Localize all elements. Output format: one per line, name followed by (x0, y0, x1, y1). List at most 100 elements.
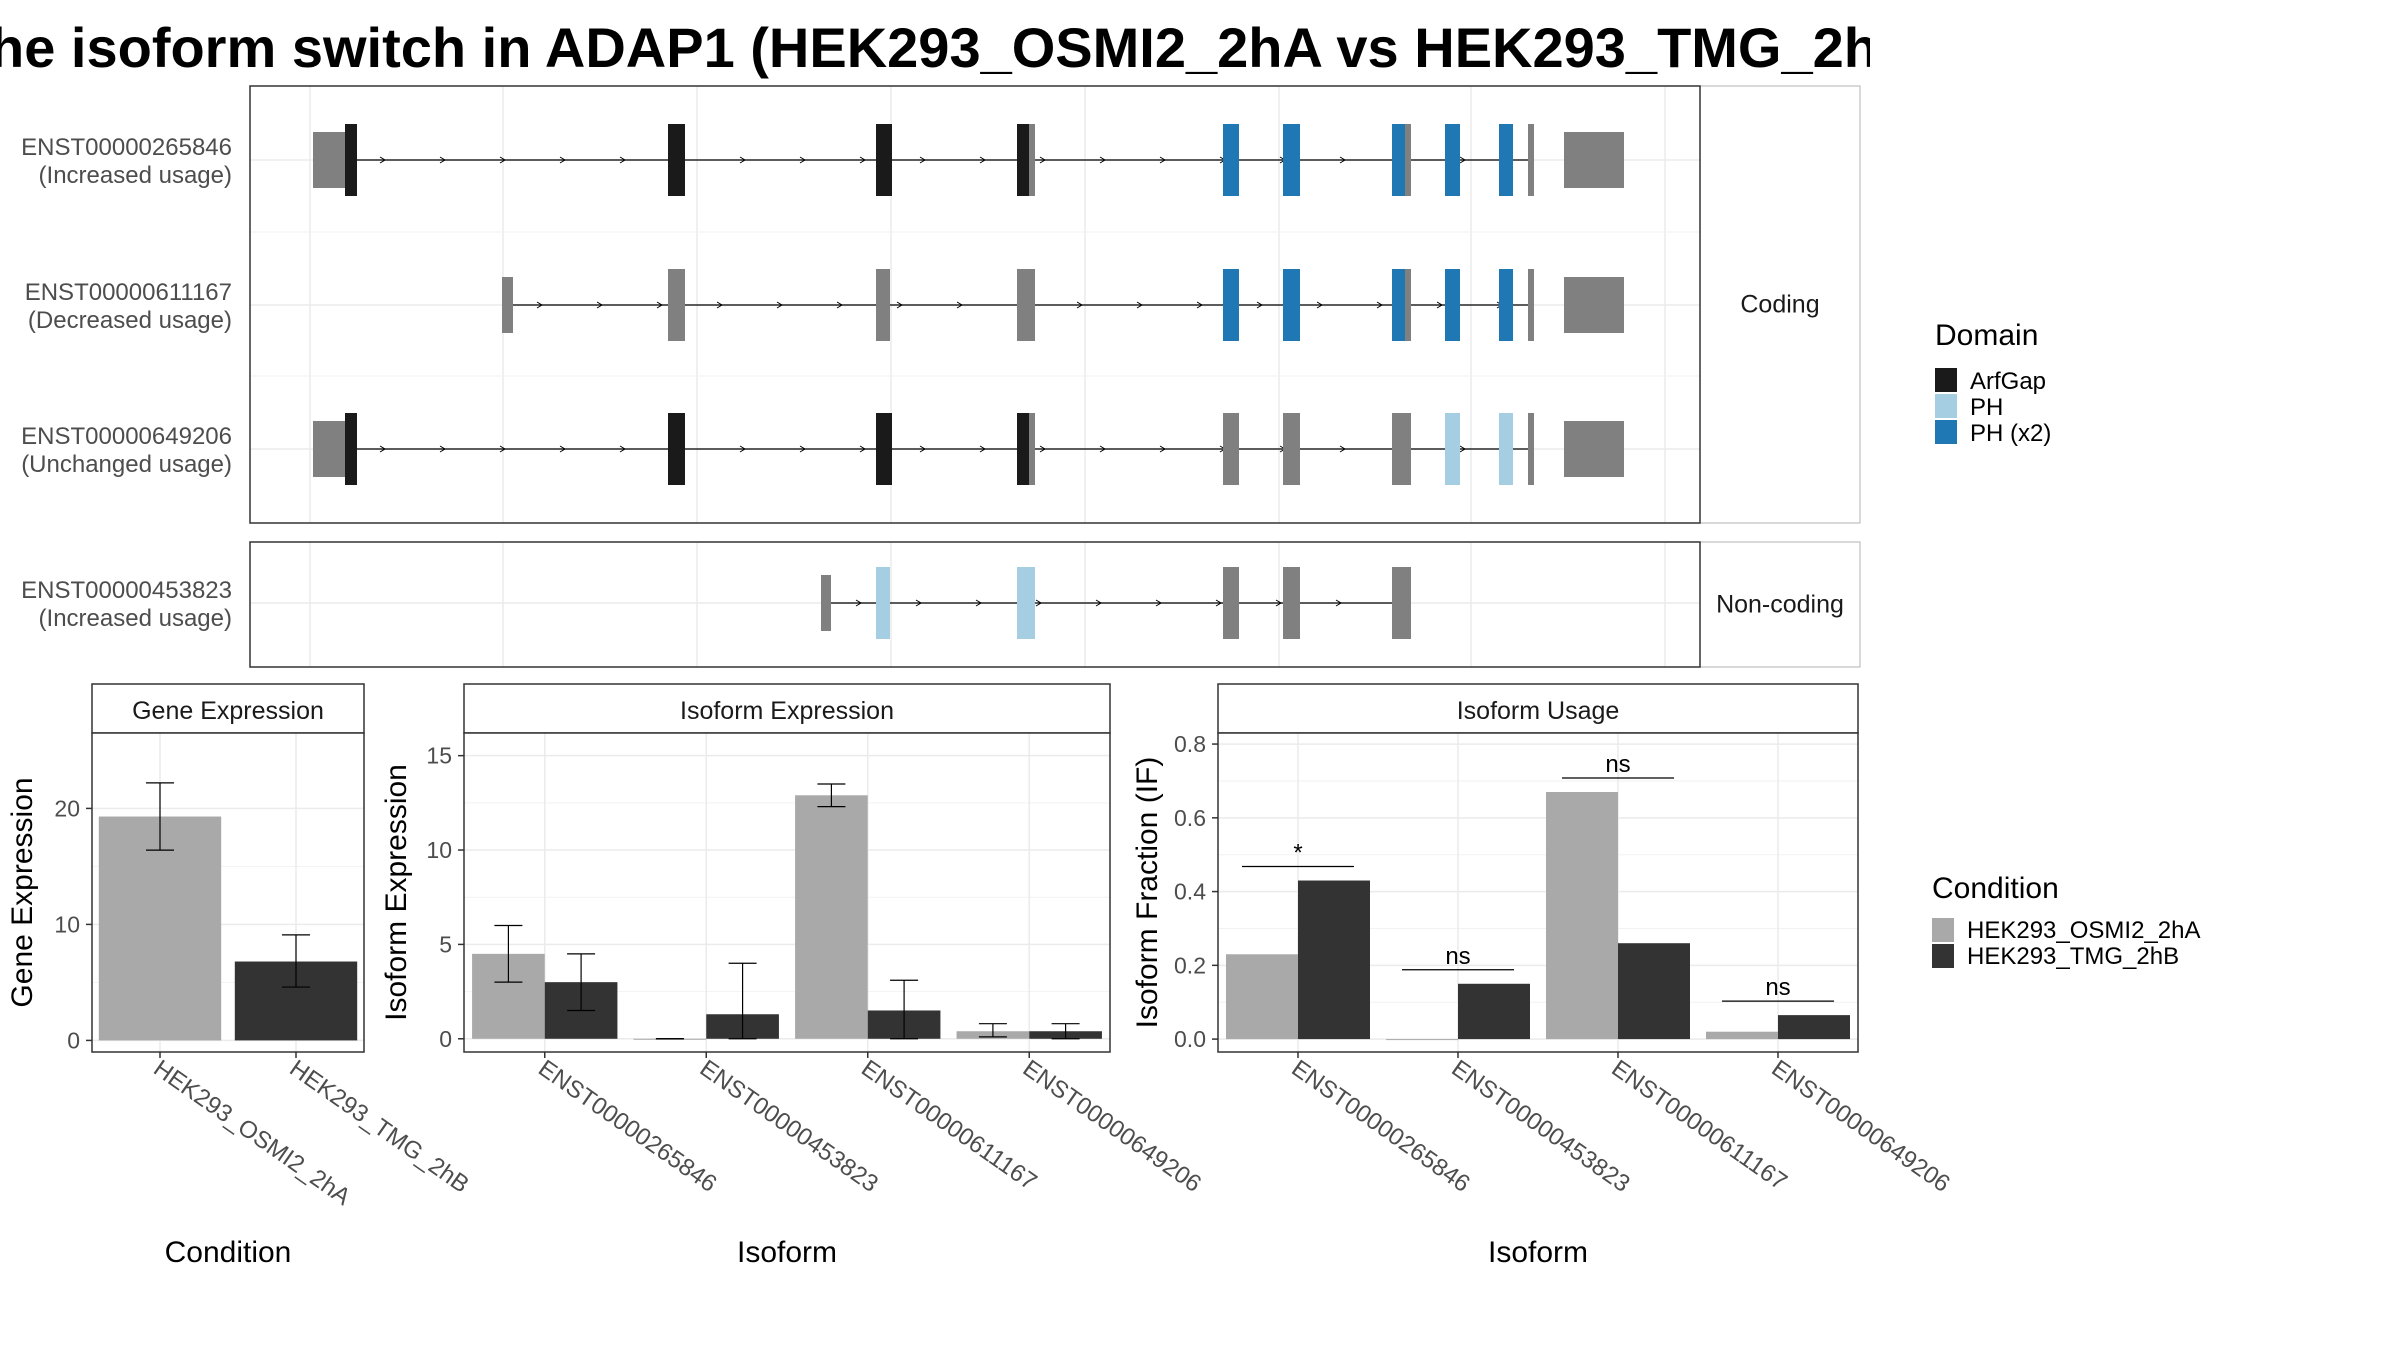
chart-strip (1217, 683, 1859, 734)
strand-arrow (379, 445, 386, 453)
transcript-row: ENST00000611167(Decreased usage) (25, 269, 1624, 341)
domain-block (1017, 567, 1035, 639)
chart-3: Isoform Usage * ns ns ns 0.0 0.2 0.4 0.6 0.8 ENST0… (1131, 683, 1955, 1269)
strand-arrow (596, 301, 603, 309)
exon-block (1528, 413, 1534, 485)
transcript-usage-label: (Unchanged usage) (21, 451, 232, 478)
strand-arrow (799, 156, 806, 164)
strand-arrow (739, 445, 746, 453)
y-tick-label: 10 (54, 911, 80, 937)
domain-block (668, 413, 685, 485)
strand-arrow (855, 599, 862, 607)
y-tick-label: 0 (439, 1026, 452, 1052)
strand-arrow (1215, 599, 1222, 607)
transcript-label: ENST00000453823 (21, 577, 232, 604)
structure-panel-2: Non-coding ENST00000453823(Increased usag… (21, 541, 1861, 668)
x-axis-title: Isoform (737, 1236, 837, 1269)
domain-block (345, 413, 357, 485)
exon-block (668, 269, 685, 341)
y-tick-label: 10 (426, 837, 452, 863)
y-tick-label: 15 (426, 743, 452, 769)
strand-arrow (1335, 599, 1342, 607)
strand-arrow (975, 599, 982, 607)
strand-arrow (739, 156, 746, 164)
significance-label: ns (1605, 751, 1630, 778)
y-tick-label: 0.4 (1174, 879, 1206, 905)
exon-block (1029, 413, 1035, 485)
strand-arrow (716, 301, 723, 309)
strand-arrow (619, 156, 626, 164)
strand-arrow (1256, 301, 1263, 309)
domain-block (1223, 269, 1239, 341)
domain-block (876, 413, 892, 485)
significance-label: ns (1765, 974, 1790, 1001)
legend-key-ph-x2- (1935, 420, 1957, 444)
exon-block (1283, 413, 1300, 485)
exon-block (876, 269, 890, 341)
transcript-row: ENST00000453823(Increased usage) (21, 567, 1411, 639)
exon-block (1405, 269, 1411, 341)
legend-label: PH (1970, 394, 2003, 421)
y-axis-title: Gene Expression (6, 777, 39, 1007)
legend-key-ph (1935, 394, 1957, 418)
utr-block (1564, 277, 1624, 333)
chart-title: Isoform Usage (1457, 697, 1620, 725)
strand-arrow (1159, 445, 1166, 453)
strand-arrow (499, 156, 506, 164)
strand-arrow (776, 301, 783, 309)
domain-block (1499, 124, 1513, 196)
strand-arrow (919, 445, 926, 453)
strand-arrow (1376, 301, 1383, 309)
transcript-label: ENST00000611167 (25, 279, 232, 306)
bar (795, 795, 868, 1039)
strand-arrow (1339, 156, 1346, 164)
domain-block (1283, 124, 1300, 196)
strand-arrow (1316, 301, 1323, 309)
strand-arrow (439, 156, 446, 164)
strand-arrow (499, 445, 506, 453)
strand-arrow (1076, 301, 1083, 309)
strand-arrow (896, 301, 903, 309)
bar (1458, 983, 1530, 1040)
domain-block (1445, 269, 1460, 341)
domain-block (1283, 269, 1300, 341)
strand-arrow (1136, 301, 1143, 309)
bar (1226, 954, 1298, 1040)
domain-legend-title: Domain (1935, 319, 2038, 352)
transcript-usage-label: (Decreased usage) (28, 307, 232, 334)
domain-block (1445, 413, 1460, 485)
strand-arrow (919, 156, 926, 164)
plot-border (463, 732, 1111, 1053)
domain-block (1499, 413, 1513, 485)
legend-label: HEK293_TMG_2hB (1967, 943, 2179, 970)
strand-arrow (1339, 445, 1346, 453)
legend-key-condition (1932, 944, 1954, 968)
x-tick-label: ENST00000649206 (1018, 1055, 1206, 1198)
strand-arrow (1035, 599, 1042, 607)
y-tick-label: 5 (439, 931, 452, 957)
strand-arrow (536, 301, 543, 309)
utr-block (1564, 421, 1624, 477)
legend-label: PH (x2) (1970, 420, 2051, 447)
exon-block (1392, 413, 1411, 485)
plot-border (91, 732, 365, 1053)
transcript-label: ENST00000265846 (21, 134, 232, 161)
domain-block (668, 124, 685, 196)
strand-arrow (836, 301, 843, 309)
facet-strip (1699, 85, 1861, 524)
bar (1386, 1039, 1458, 1041)
domain-block (1223, 124, 1239, 196)
y-axis-title: Isoform Expression (380, 764, 413, 1021)
strand-arrow (859, 156, 866, 164)
expression-charts: Gene Expression01020HEK293_OSMI2_2hAHEK2… (6, 683, 1955, 1269)
domain-block (1445, 124, 1460, 196)
exon-block (1392, 567, 1411, 639)
transcript-row: ENST00000265846(Increased usage) (21, 124, 1624, 196)
figure-title: he isoform switch in ADAP1 (HEK293_OSMI2… (0, 16, 1870, 79)
y-tick-label: 0 (67, 1027, 80, 1053)
strand-arrow (1099, 156, 1106, 164)
